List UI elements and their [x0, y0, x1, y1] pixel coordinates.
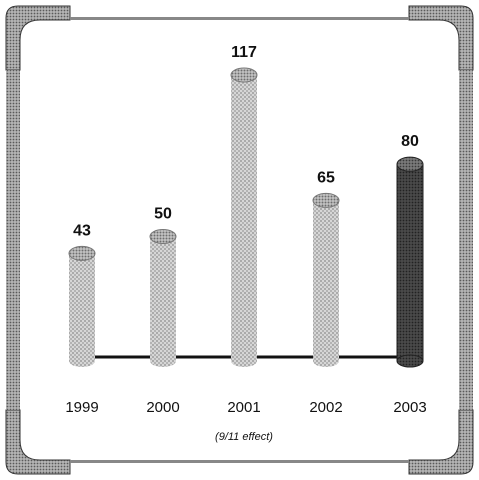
bar-cap: [230, 67, 258, 83]
value-label-2001: 117: [231, 44, 257, 61]
tick-label-1999: 1999: [65, 399, 98, 416]
bar-2003: [396, 156, 424, 368]
tick-label-2000: 2000: [146, 399, 179, 416]
bar-bottom: [231, 355, 257, 367]
value-label-2003: 80: [401, 133, 419, 150]
bar-bottom: [396, 354, 424, 368]
bar-1999: [68, 245, 96, 367]
bar-2001: [230, 67, 258, 367]
bar-body: [396, 163, 424, 362]
bar-cap: [149, 228, 177, 244]
value-label-2002: 65: [317, 169, 335, 186]
bar-cap: [68, 245, 96, 261]
frame-edge-left: [6, 70, 20, 410]
frame-corner-bottom-right: [408, 409, 474, 475]
annotation-note: (9/11 effect): [215, 431, 273, 443]
bar-bottom: [313, 355, 339, 367]
bar-cap: [396, 156, 424, 172]
tick-label-2001: 2001: [227, 399, 260, 416]
frame-edge-top: [70, 17, 409, 20]
bar-2002: [312, 192, 340, 367]
value-label-1999: 43: [73, 222, 91, 239]
bar-body: [69, 253, 95, 361]
bar-bottom: [150, 355, 176, 367]
value-label-2000: 50: [154, 205, 172, 222]
bar-bottom: [69, 355, 95, 367]
frame-edge-right: [459, 70, 473, 410]
bar-2000: [149, 228, 177, 367]
tick-label-2003: 2003: [393, 399, 426, 416]
bar-body: [150, 236, 176, 361]
bar-body: [313, 200, 339, 361]
bar-body: [231, 75, 257, 361]
tick-label-2002: 2002: [309, 399, 342, 416]
bar-cap: [312, 192, 340, 208]
frame-edge-bottom: [70, 460, 409, 463]
